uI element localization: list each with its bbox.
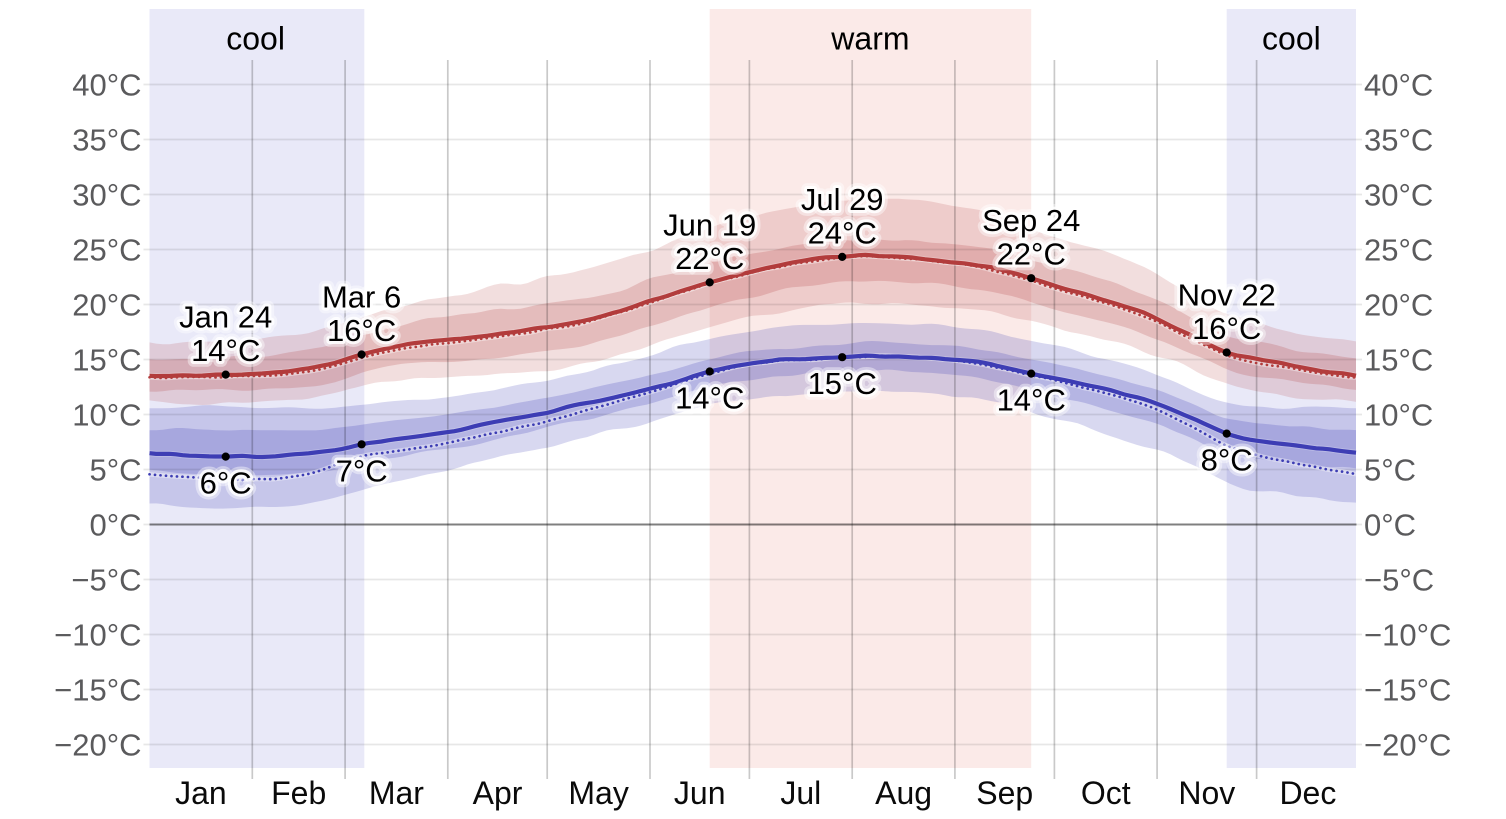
svg-text:7°C: 7°C [336, 453, 388, 488]
svg-text:5°C: 5°C [89, 453, 141, 488]
svg-text:16°C: 16°C [327, 313, 396, 348]
svg-text:0°C: 0°C [89, 508, 141, 543]
svg-text:15°C: 15°C [808, 366, 877, 401]
svg-text:Nov: Nov [1178, 775, 1235, 811]
svg-text:Jan: Jan [175, 775, 227, 811]
svg-text:6°C: 6°C [200, 466, 252, 501]
svg-text:14°C: 14°C [191, 333, 260, 368]
svg-text:10°C: 10°C [72, 398, 141, 433]
svg-text:Feb: Feb [271, 775, 326, 811]
svg-text:−10°C: −10°C [54, 618, 141, 653]
svg-text:Apr: Apr [473, 775, 523, 811]
svg-text:15°C: 15°C [72, 343, 141, 378]
svg-text:22°C: 22°C [997, 237, 1066, 272]
svg-text:35°C: 35°C [1364, 123, 1433, 158]
svg-text:Nov 22: Nov 22 [1178, 278, 1276, 313]
svg-text:22°C: 22°C [675, 241, 744, 276]
svg-text:−20°C: −20°C [1364, 728, 1451, 763]
svg-text:40°C: 40°C [1364, 68, 1433, 103]
svg-text:Jan 24: Jan 24 [179, 300, 272, 335]
svg-text:25°C: 25°C [1364, 233, 1433, 268]
svg-text:Aug: Aug [875, 775, 932, 811]
svg-text:−15°C: −15°C [54, 673, 141, 708]
svg-text:Jul 29: Jul 29 [801, 182, 884, 217]
svg-text:−5°C: −5°C [1364, 563, 1434, 598]
svg-text:Jun: Jun [674, 775, 726, 811]
svg-text:22°C: 22°C [675, 241, 744, 276]
svg-text:7°C: 7°C [336, 453, 388, 488]
svg-text:22°C: 22°C [997, 237, 1066, 272]
svg-text:15°C: 15°C [1364, 343, 1433, 378]
svg-text:Jun 19: Jun 19 [663, 207, 756, 242]
svg-text:5°C: 5°C [1364, 453, 1416, 488]
svg-text:0°C: 0°C [1364, 508, 1416, 543]
svg-text:14°C: 14°C [997, 383, 1066, 418]
svg-text:Nov 22: Nov 22 [1178, 278, 1276, 313]
svg-text:16°C: 16°C [1192, 311, 1261, 346]
svg-text:−10°C: −10°C [1364, 618, 1451, 653]
svg-text:Jan 24: Jan 24 [179, 300, 272, 335]
svg-text:16°C: 16°C [1192, 311, 1261, 346]
svg-text:Jun 19: Jun 19 [663, 207, 756, 242]
svg-text:8°C: 8°C [1201, 443, 1253, 478]
svg-text:Oct: Oct [1081, 775, 1131, 811]
svg-text:14°C: 14°C [675, 381, 744, 416]
svg-text:35°C: 35°C [72, 123, 141, 158]
svg-text:14°C: 14°C [191, 333, 260, 368]
svg-text:10°C: 10°C [1364, 398, 1433, 433]
svg-text:14°C: 14°C [675, 381, 744, 416]
svg-text:Sep 24: Sep 24 [982, 203, 1080, 238]
svg-text:6°C: 6°C [200, 466, 252, 501]
svg-text:20°C: 20°C [1364, 288, 1433, 323]
svg-text:30°C: 30°C [72, 178, 141, 213]
svg-text:Mar 6: Mar 6 [322, 280, 401, 315]
svg-text:24°C: 24°C [808, 215, 877, 250]
svg-text:40°C: 40°C [72, 68, 141, 103]
svg-text:Jul 29: Jul 29 [801, 182, 884, 217]
svg-text:Sep: Sep [976, 775, 1033, 811]
svg-text:Mar: Mar [369, 775, 424, 811]
svg-text:25°C: 25°C [72, 233, 141, 268]
svg-text:8°C: 8°C [1201, 443, 1253, 478]
svg-text:16°C: 16°C [327, 313, 396, 348]
svg-text:14°C: 14°C [997, 383, 1066, 418]
svg-text:May: May [568, 775, 628, 811]
svg-text:Dec: Dec [1279, 775, 1336, 811]
svg-text:30°C: 30°C [1364, 178, 1433, 213]
svg-text:cool: cool [1262, 21, 1321, 57]
svg-text:warm: warm [830, 21, 909, 57]
svg-text:−5°C: −5°C [71, 563, 141, 598]
svg-text:Jul: Jul [780, 775, 821, 811]
svg-text:20°C: 20°C [72, 288, 141, 323]
svg-text:−15°C: −15°C [1364, 673, 1451, 708]
svg-text:Sep 24: Sep 24 [982, 203, 1080, 238]
svg-text:15°C: 15°C [808, 366, 877, 401]
svg-text:−20°C: −20°C [54, 728, 141, 763]
svg-text:24°C: 24°C [808, 215, 877, 250]
svg-text:Mar 6: Mar 6 [322, 280, 401, 315]
svg-text:cool: cool [226, 21, 285, 57]
